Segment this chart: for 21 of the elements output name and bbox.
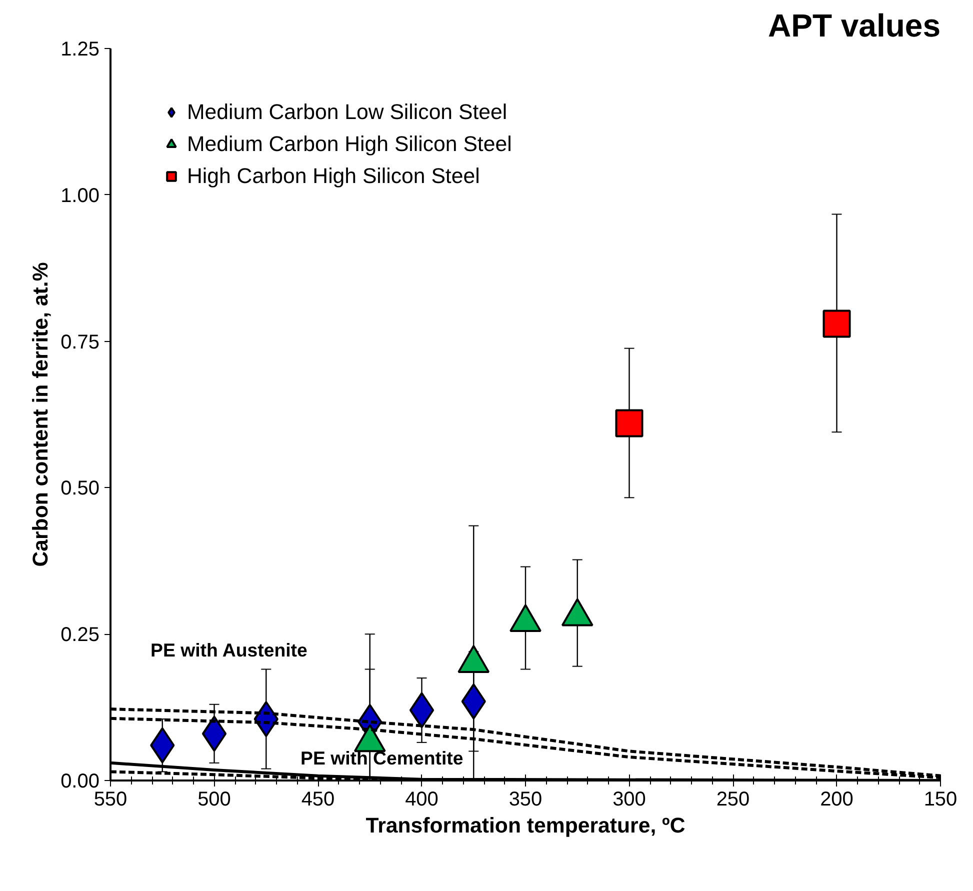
y-tick-label: 0.50 [60,478,100,500]
legend-label: High Carbon High Silicon Steel [187,164,480,188]
x-tick-label: 200 [820,788,854,810]
chart-title: APT values [768,8,940,44]
x-tick-label: 350 [508,788,542,810]
y-tick-label: 1.25 [60,38,100,60]
y-tick-label: 1.00 [60,184,100,207]
y-axis-title: Carbon content in ferrite, at.% [28,262,53,567]
x-tick-label: 500 [198,788,231,810]
x-axis-title: Transformation temperature, ºC [366,814,686,838]
x-tick-label: 300 [612,788,646,810]
y-tick-label: 0.25 [60,624,100,646]
annotation: PE with Cementite [300,748,464,768]
x-tick-label: 150 [924,788,958,810]
x-tick-label: 400 [405,788,438,810]
annotation: PE with Austenite [150,640,308,660]
legend-label: Medium Carbon High Silicon Steel [187,132,512,156]
y-tick-label: 0.75 [60,331,100,354]
legend-label: Medium Carbon Low Silicon Steel [187,100,508,124]
x-tick-label: 250 [716,788,750,810]
x-tick-label: 450 [301,788,335,810]
